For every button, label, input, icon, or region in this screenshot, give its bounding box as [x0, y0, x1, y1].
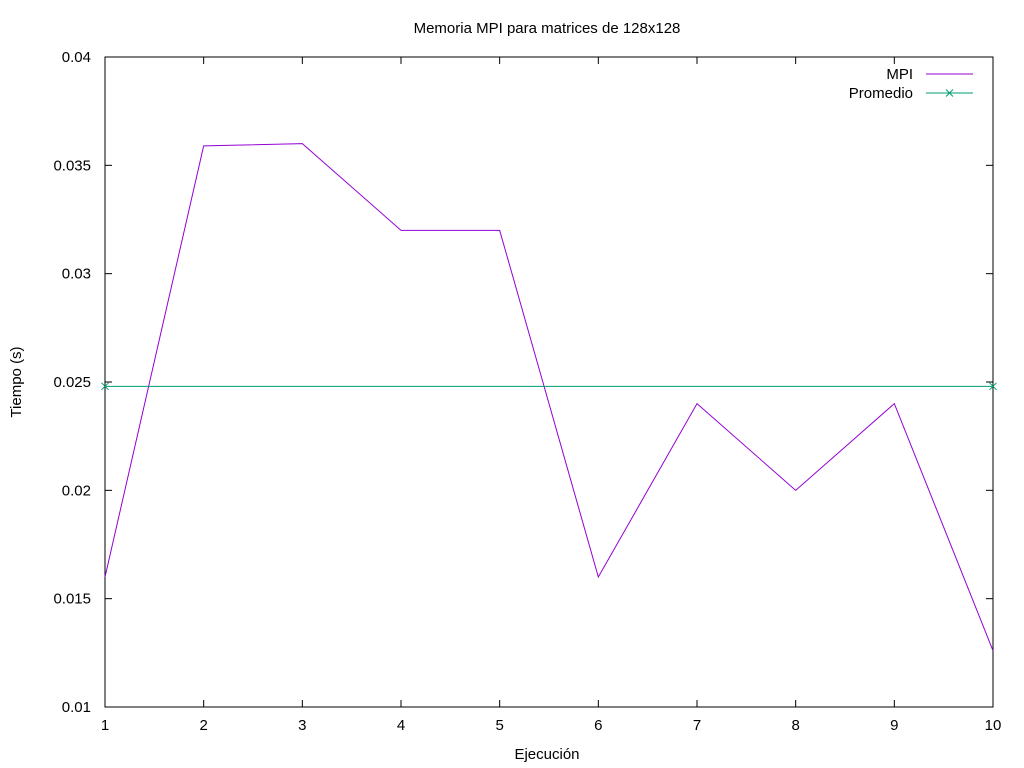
x-tick-label-6: 6 [594, 717, 602, 734]
data-point-promedio-1 [101, 382, 109, 391]
plot-frame [104, 56, 994, 708]
x-tick-label-1: 1 [101, 717, 109, 734]
series-line-mpi [104, 143, 994, 651]
y-tick-label-6: 0.035 [53, 157, 91, 174]
axis-ticks: 1 2 3 4 5 6 7 8 9 10 0.01 0.015 0.02 0.025 0.03 0.035 0.… [53, 49, 1001, 734]
y-axis-label: Tiempo (s) [8, 346, 25, 417]
legend-marker-promedio [945, 89, 954, 97]
x-tick-label-3: 3 [298, 717, 306, 734]
y-tick-label-3: 0.02 [62, 482, 91, 499]
y-tick-label-7: 0.04 [62, 49, 91, 66]
chart-title: Memoria MPI para matrices de 128x128 [414, 20, 681, 37]
y-tick-label-2: 0.015 [53, 591, 91, 608]
x-tick-label-10: 10 [985, 717, 1002, 734]
x-tick-label-9: 9 [890, 717, 898, 734]
legend-label-mpi: MPI [886, 66, 913, 83]
data-point-promedio-2 [989, 382, 997, 391]
legend: MPI Promedio [849, 66, 973, 102]
x-tick-label-7: 7 [693, 717, 701, 734]
x-tick-label-5: 5 [495, 717, 503, 734]
series-layer [101, 143, 997, 651]
x-tick-label-8: 8 [791, 717, 799, 734]
y-tick-label-4: 0.025 [53, 374, 91, 391]
x-tick-label-4: 4 [397, 717, 405, 734]
y-tick-label-5: 0.03 [62, 266, 91, 283]
x-axis-label: Ejecución [514, 746, 579, 763]
legend-label-promedio: Promedio [849, 85, 913, 102]
y-tick-label-1: 0.01 [62, 699, 91, 716]
x-tick-label-2: 2 [199, 717, 207, 734]
